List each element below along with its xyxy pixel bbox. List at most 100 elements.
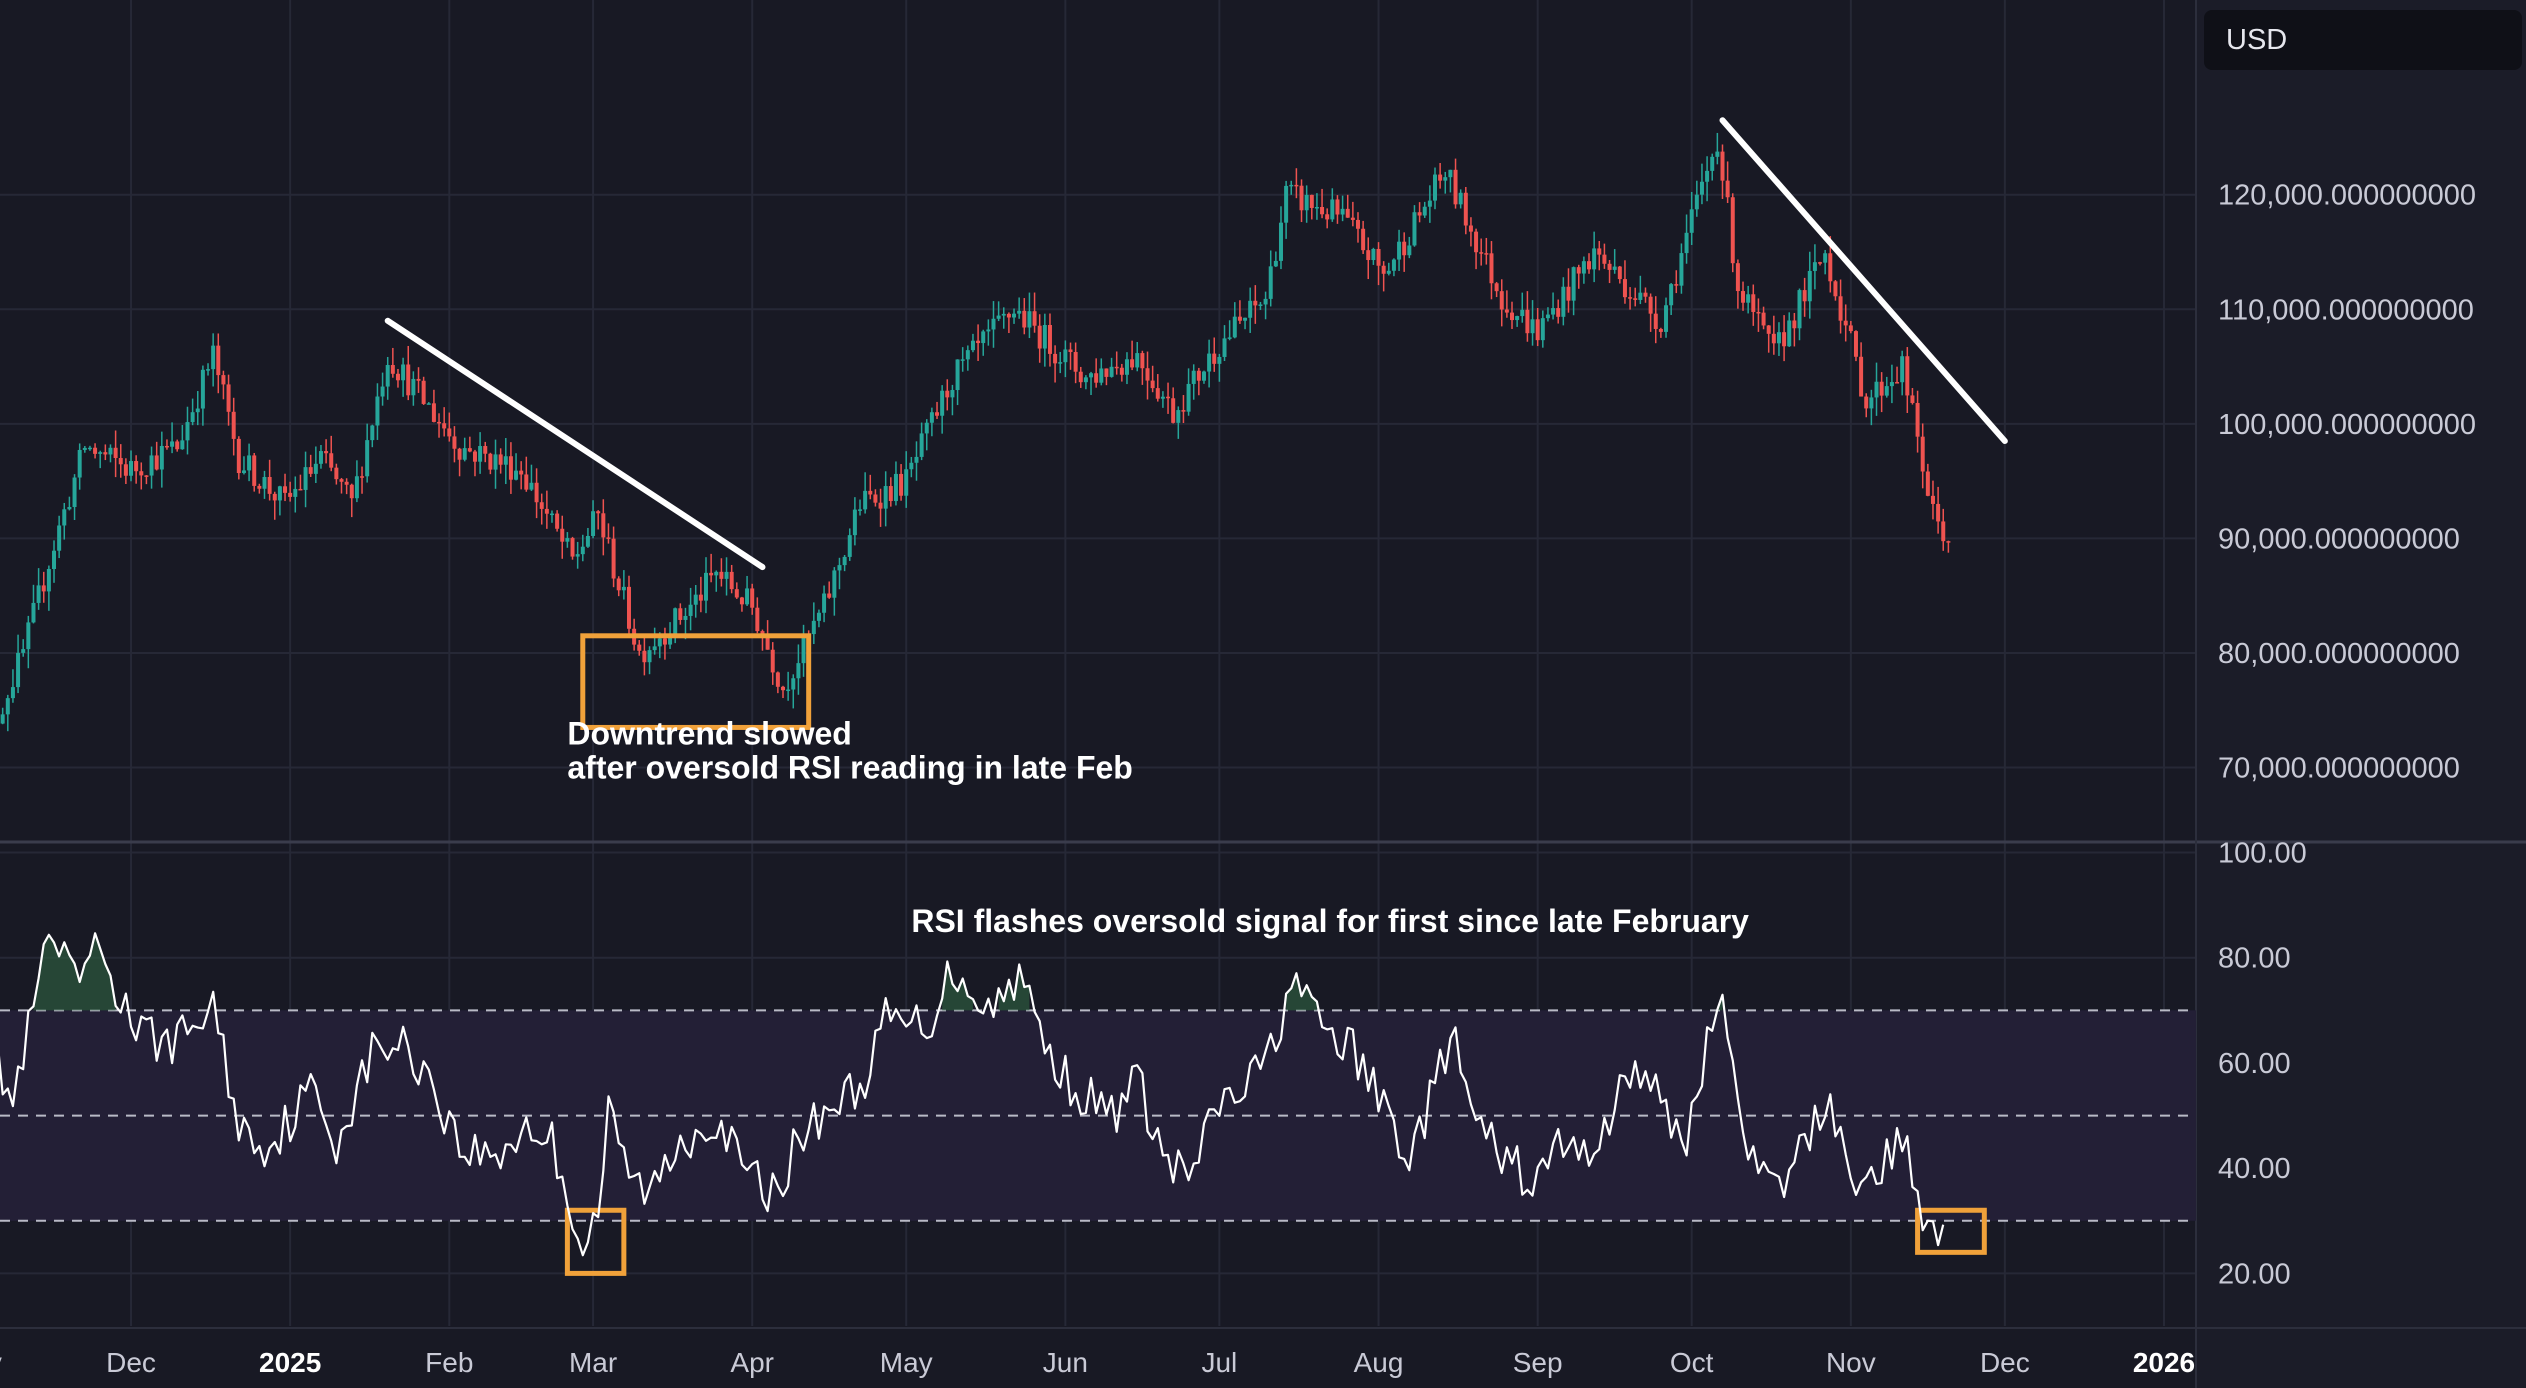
candle-body	[858, 509, 863, 511]
candle-body	[334, 467, 339, 480]
candle-body	[1355, 219, 1360, 229]
highlight-box[interactable]	[1915, 1207, 1987, 1255]
candle-body	[1653, 313, 1658, 329]
candle-body	[118, 458, 123, 465]
rsi-overbought-fill	[33, 933, 116, 1011]
candle-body	[683, 615, 688, 620]
candle-body	[46, 568, 51, 592]
candle-body	[1196, 370, 1201, 381]
candle-body	[1232, 316, 1237, 338]
candle-body	[1715, 151, 1720, 157]
candle-body	[1006, 313, 1011, 318]
rsi-axis-label: 60.00	[2218, 1048, 2291, 1080]
candle-body	[87, 447, 92, 450]
rsi-line[interactable]	[0, 932, 1945, 1257]
candle-body	[1540, 318, 1545, 341]
candle-body	[1309, 194, 1314, 208]
candle-body	[986, 329, 991, 332]
price-axis-labels[interactable]: 120,000.000000000 110,000.000000000 100,00…	[2218, 180, 2476, 785]
candle-body	[719, 571, 724, 579]
candle-body	[1058, 362, 1063, 364]
currency-badge[interactable]: USD	[2204, 10, 2522, 70]
candle-body	[1089, 373, 1094, 378]
candle-body	[1622, 279, 1627, 298]
candle-body	[883, 486, 888, 509]
candle-body	[1212, 353, 1217, 364]
candle-body	[1027, 311, 1032, 328]
candle-body	[616, 578, 621, 591]
candle-body	[673, 608, 678, 636]
candle-body	[1843, 320, 1848, 326]
candle-body	[1227, 337, 1232, 339]
candle-body	[560, 528, 565, 542]
candle-body	[750, 588, 755, 608]
candle-body	[1438, 174, 1443, 181]
time-axis-label: Sep	[1513, 1347, 1563, 1378]
candle-body	[1201, 371, 1206, 381]
candle-body	[5, 698, 10, 715]
candles[interactable]	[0, 132, 1951, 798]
candle-body	[216, 345, 221, 376]
candle-body	[252, 455, 257, 486]
candle-body	[1001, 313, 1006, 316]
candle-body	[709, 572, 714, 576]
candle-body	[657, 638, 662, 647]
highlight-box[interactable]	[580, 633, 812, 730]
candle-body	[1576, 267, 1581, 274]
highlight-box[interactable]	[564, 1207, 627, 1276]
candle-body	[170, 441, 175, 447]
time-axis-label: Aug	[1354, 1347, 1404, 1378]
candle-body	[82, 447, 87, 450]
candle-body	[488, 453, 493, 470]
candle-body	[26, 622, 31, 650]
candle-body	[1124, 359, 1129, 375]
time-axis-labels[interactable]: Nov Dec 2025 Feb Mar Apr May Jun Jul Aug Sep Oct Nov…	[0, 1347, 2195, 1378]
candle-body	[390, 365, 395, 374]
rsi-axis-label: 80.00	[2218, 943, 2291, 975]
candle-body	[1812, 262, 1817, 271]
candle-body	[467, 448, 472, 452]
candle-body	[606, 537, 611, 539]
candle-body	[678, 608, 683, 620]
candle-body	[1710, 156, 1715, 171]
candle-body	[1658, 328, 1663, 332]
candle-body	[1114, 366, 1119, 369]
candle-body	[1463, 192, 1468, 226]
candle-body	[1720, 151, 1725, 181]
candle-body	[878, 502, 883, 509]
candle-body	[1130, 359, 1135, 368]
candle-body	[416, 378, 421, 381]
candle-body	[1735, 263, 1740, 292]
candle-body	[714, 571, 719, 576]
trendline[interactable]	[1719, 117, 2008, 445]
candle-body	[1078, 371, 1083, 383]
time-axis-label: Nov	[0, 1347, 2, 1378]
candle-body	[1094, 373, 1099, 383]
annotation-text: Downtrend slowed	[567, 716, 851, 752]
candle-body	[1751, 294, 1756, 312]
candle-body	[945, 390, 950, 398]
trendline[interactable]	[384, 317, 766, 571]
candle-body	[565, 538, 570, 542]
candle-body	[1818, 262, 1823, 264]
candle-body	[180, 440, 185, 450]
candle-body	[1032, 311, 1037, 326]
candle-body	[519, 470, 524, 475]
candle-body	[662, 638, 667, 645]
candle-body	[909, 462, 914, 470]
time-axis-label: Oct	[1670, 1347, 1714, 1378]
candle-body	[770, 649, 775, 673]
candle-body	[1263, 298, 1268, 305]
price-axis-label: 80,000.000000000	[2218, 638, 2460, 670]
candle-body	[159, 445, 164, 470]
candle-body	[123, 464, 128, 476]
candle-body	[411, 378, 416, 396]
rsi-axis-labels[interactable]: 100.00 80.00 60.00 40.00 20.00	[2218, 838, 2307, 1291]
candle-body	[318, 451, 323, 464]
candle-body	[349, 484, 354, 499]
candle-body	[1936, 503, 1941, 522]
candle-body	[493, 454, 498, 470]
candle-body	[164, 445, 169, 448]
candle-body	[1694, 194, 1699, 210]
